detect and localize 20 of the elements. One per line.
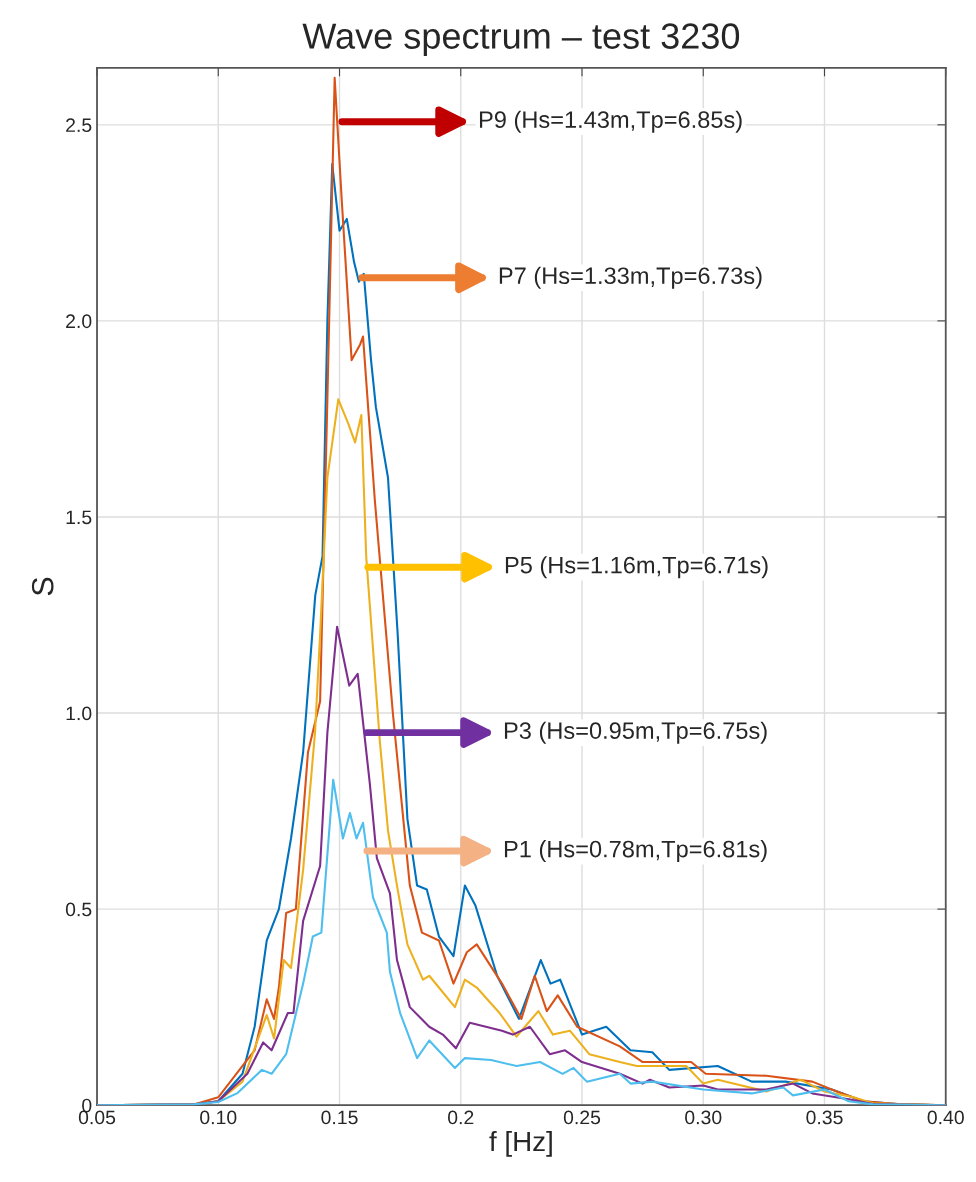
y-tick-label: 2.0 (66, 314, 92, 329)
x-tick-label: 0.2 (448, 1110, 474, 1125)
x-tick-label: 0.35 (806, 1110, 843, 1125)
annotation: P5 (Hs=1.16m,Tp=6.71s) (505, 556, 768, 579)
x-tick-label: 0.10 (200, 1110, 237, 1125)
annotation: P1 (Hs=0.78m,Tp=6.81s) (504, 840, 767, 863)
x-tick-label: 0.25 (563, 1110, 601, 1125)
x-tick-label: 0.30 (685, 1110, 722, 1125)
chart-title: Wave spectrum – test 3230 (302, 23, 740, 57)
x-axis-title: f [Hz] (489, 1130, 552, 1157)
y-tick-label: 1.5 (66, 510, 92, 525)
y-tick-label: 1.0 (66, 706, 92, 721)
y-tick-label: 2.5 (66, 118, 92, 133)
y-axis-title: S (31, 577, 54, 596)
x-tick-label: 0.15 (321, 1110, 358, 1125)
annotation: P7 (Hs=1.33m,Tp=6.73s) (499, 266, 762, 289)
annotation: P9 (Hs=1.43m,Tp=6.85s) (479, 110, 742, 133)
y-tick-label: 0.5 (65, 902, 92, 917)
annotation: P3 (Hs=0.95m,Tp=6.75s) (504, 721, 767, 744)
x-tick-label: 0.40 (927, 1110, 964, 1125)
